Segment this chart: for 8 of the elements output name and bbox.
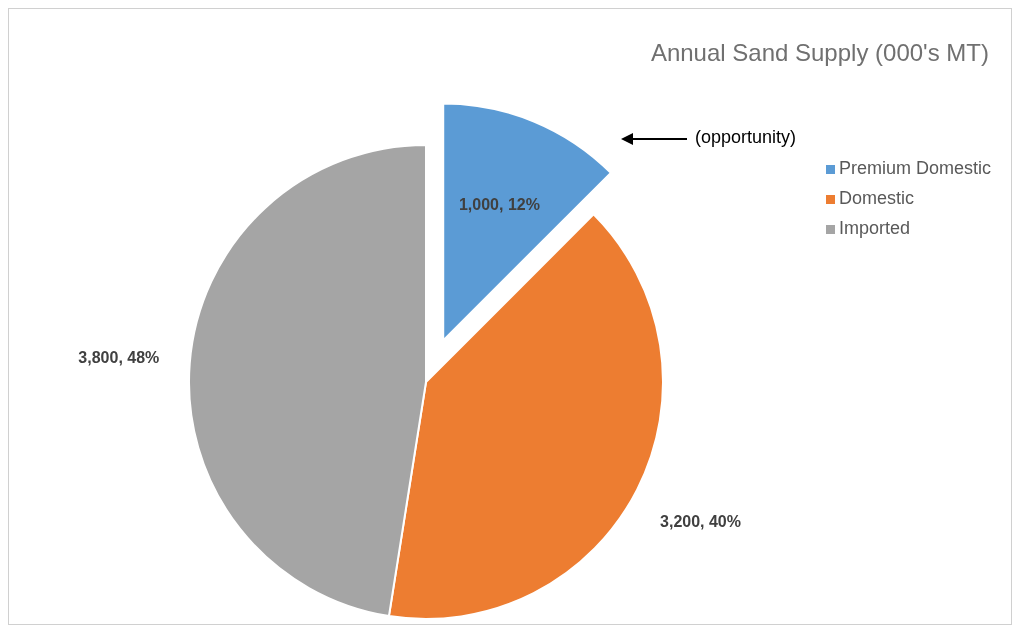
- data-label: 1,000, 12%: [458, 196, 540, 214]
- legend-label: Premium Domestic: [838, 158, 991, 178]
- legend-label: Imported: [838, 218, 911, 238]
- text: (opportunity): [695, 127, 797, 148]
- data-label: 3,200, 40%: [660, 513, 741, 531]
- legend-label: Domestic: [838, 188, 914, 208]
- chart-title: Annual Sand Supply (000's MT): [650, 39, 989, 67]
- data-label: 3,800, 48%: [78, 349, 160, 367]
